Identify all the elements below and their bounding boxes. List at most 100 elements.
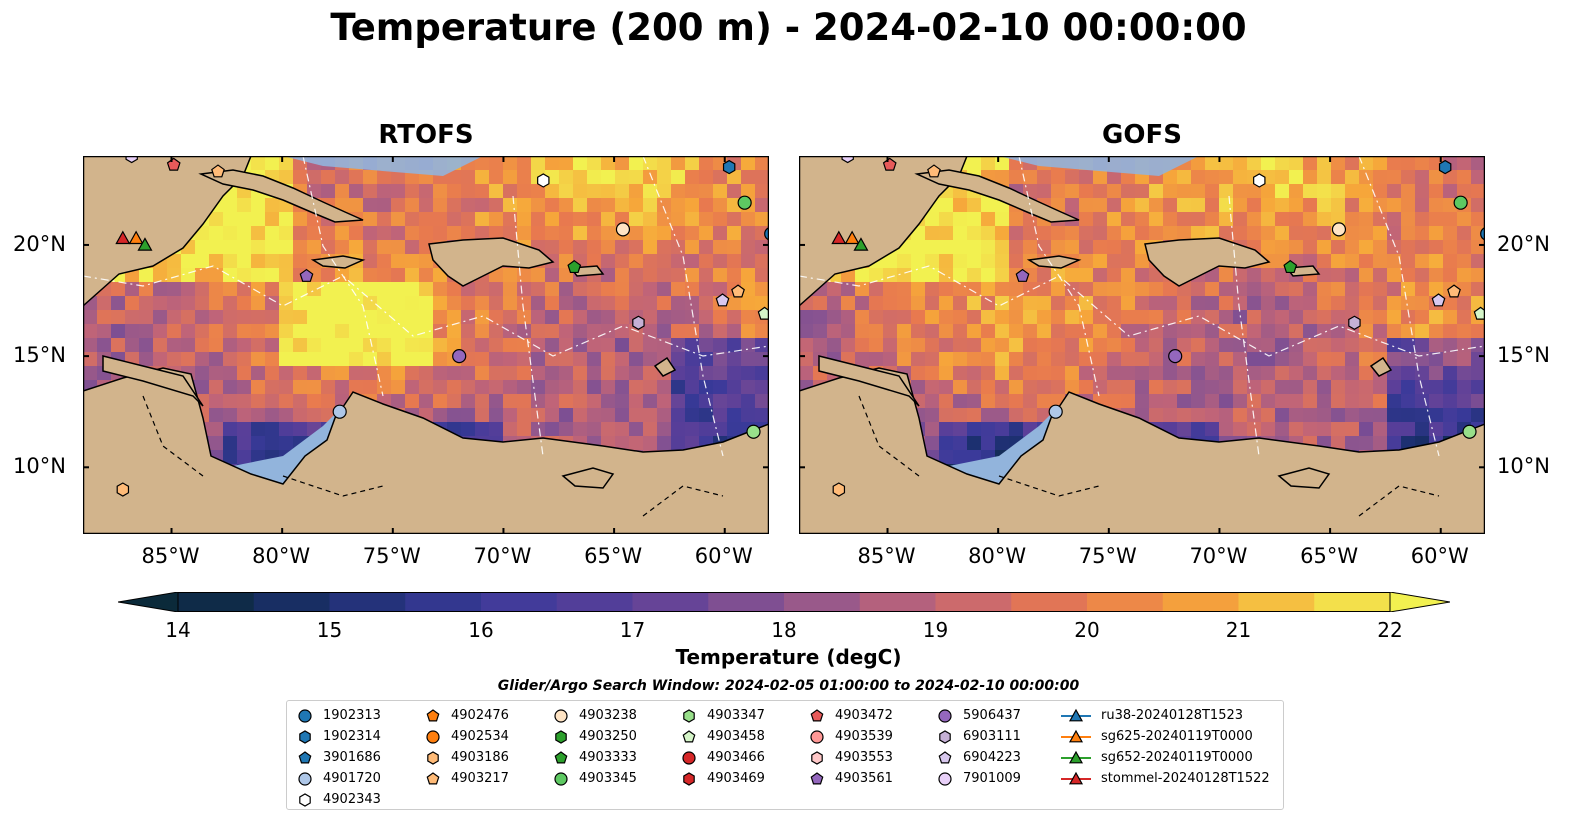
map-marker — [927, 164, 941, 178]
map-marker — [1348, 315, 1361, 330]
colorbar-tick-label: 15 — [316, 618, 343, 642]
legend-item: 1902314 — [297, 726, 381, 747]
lon-tick-label: 85°W — [141, 544, 200, 568]
colorbar-tick-label: 20 — [1074, 618, 1100, 642]
map-marker — [853, 237, 869, 251]
map-marker — [731, 284, 745, 298]
legend-item-label: ru38-20240128T1523 — [1101, 708, 1244, 723]
legend-item: 3901686 — [297, 747, 381, 768]
colorbar-segment — [1238, 592, 1315, 612]
legend-marker-icon — [426, 771, 440, 784]
map-marker — [841, 156, 854, 164]
lon-tick-label: 75°W — [362, 544, 421, 568]
map-marker — [1015, 268, 1030, 282]
figure-title: Temperature (200 m) - 2024-02-10 00:00:0… — [330, 6, 1247, 49]
legend-marker-icon — [682, 750, 696, 765]
colorbar-tick-label: 16 — [468, 618, 494, 642]
map-marker — [1438, 159, 1452, 175]
legend-marker-icon — [682, 729, 696, 742]
legend-item-label: 1902314 — [323, 729, 381, 744]
map-marker — [1283, 259, 1298, 274]
legend-item: 4901720 — [297, 768, 381, 789]
legend-item-label: 4903561 — [835, 771, 893, 786]
lat-tick-label-left: 20°N — [13, 231, 66, 256]
legend-column: 5906437 6903111 6904223 7901009 — [937, 705, 1021, 789]
legend-marker-icon — [811, 750, 823, 765]
legend-marker-icon — [299, 792, 311, 807]
map-marker — [615, 222, 631, 237]
legend-marker-icon — [1061, 708, 1091, 721]
legend-marker-icon — [426, 708, 440, 721]
legend-item: 4903469 — [681, 768, 765, 789]
map-panel-rtofs — [83, 156, 769, 534]
legend-item-label: 4903469 — [707, 771, 765, 786]
legend-column: 4903238 4903250 4903333 4903345 — [553, 705, 637, 789]
colorbar-segment — [632, 592, 709, 612]
legend-item: 4903539 — [809, 726, 893, 747]
colorbar-segment — [935, 592, 1012, 612]
lon-tick-label: 70°W — [473, 544, 532, 568]
legend-item-label: 1902313 — [323, 708, 381, 723]
legend-item: 1902313 — [297, 705, 381, 726]
legend-item-label: 4903553 — [835, 750, 893, 765]
map-marker — [1253, 173, 1266, 188]
lon-tick-label: 85°W — [857, 544, 916, 568]
legend-item-label: sg625-20240119T0000 — [1101, 729, 1253, 744]
lat-tick-label-right: 15°N — [1497, 343, 1550, 368]
map-marker — [831, 230, 847, 245]
legend-item-label: 4903333 — [579, 750, 637, 765]
legend-item: 4903333 — [553, 747, 637, 768]
legend-item-label: 4903238 — [579, 708, 637, 723]
legend-item-label: 4902534 — [451, 729, 509, 744]
legend-marker-icon — [810, 729, 824, 744]
legend-item-label: 3901686 — [323, 750, 381, 765]
legend-item: 4902343 — [297, 789, 381, 810]
legend-item: 4903250 — [553, 726, 637, 747]
colorbar-segment — [708, 592, 785, 612]
lon-tick-label: 65°W — [584, 544, 643, 568]
legend-marker-icon — [1061, 750, 1091, 763]
map-marker — [722, 159, 736, 175]
legend-item: sg652-20240119T0000 — [1061, 747, 1270, 768]
legend-item-label: 4903186 — [451, 750, 509, 765]
map-marker — [332, 404, 347, 419]
legend-marker-icon — [554, 708, 568, 723]
legend-column: 4902476 4902534 4903186 4903217 — [425, 705, 509, 789]
legend-marker-icon — [298, 708, 312, 723]
legend-item-label: sg652-20240119T0000 — [1101, 750, 1253, 765]
legend-item: sg625-20240119T0000 — [1061, 726, 1270, 747]
map-panel-gofs — [799, 156, 1485, 534]
legend-item-label: 4903466 — [707, 750, 765, 765]
map-marker — [116, 482, 130, 497]
colorbar-bar — [117, 591, 1451, 613]
legend-item: ru38-20240128T1523 — [1061, 705, 1270, 726]
colorbar-segment — [1011, 592, 1088, 612]
colorbar-segment — [784, 592, 861, 612]
legend-item: stommel-20240128T1522 — [1061, 768, 1270, 789]
map-marker — [1473, 306, 1485, 320]
legend-item: 4903217 — [425, 768, 509, 789]
legend-item: 4903561 — [809, 768, 893, 789]
map-marker — [1447, 284, 1461, 298]
legend-column: 4903347 4903458 4903466 4903469 — [681, 705, 765, 789]
colorbar-segment — [1087, 592, 1164, 612]
legend-item-label: 4902476 — [451, 708, 509, 723]
legend-item: 7901009 — [937, 768, 1021, 789]
legend-item-label: 6904223 — [963, 750, 1021, 765]
lon-tick-label: 80°W — [968, 544, 1027, 568]
colorbar-segment — [329, 592, 406, 612]
legend-item-label: 4903217 — [451, 771, 509, 786]
map-marker — [299, 268, 314, 282]
legend-marker-icon — [939, 729, 951, 744]
legend-item: 4903466 — [681, 747, 765, 768]
map-marker — [715, 293, 730, 307]
colorbar-segment — [405, 592, 482, 612]
map-svg-gofs — [799, 156, 1485, 534]
legend-item: 4902534 — [425, 726, 509, 747]
legend-item: 6904223 — [937, 747, 1021, 768]
legend-item: 4903347 — [681, 705, 765, 726]
lon-tick-label: 65°W — [1300, 544, 1359, 568]
legend-item: 6903111 — [937, 726, 1021, 747]
legend-item-label: 4903345 — [579, 771, 637, 786]
colorbar-segment — [481, 592, 558, 612]
